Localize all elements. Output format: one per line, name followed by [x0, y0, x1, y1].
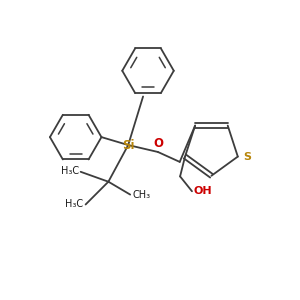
Text: H₃C: H₃C	[61, 166, 79, 176]
Text: CH₃: CH₃	[132, 190, 150, 200]
Text: OH: OH	[194, 186, 213, 196]
Text: S: S	[243, 152, 251, 162]
Text: Si: Si	[122, 139, 134, 152]
Text: H₃C: H₃C	[65, 200, 84, 209]
Text: O: O	[153, 137, 163, 150]
